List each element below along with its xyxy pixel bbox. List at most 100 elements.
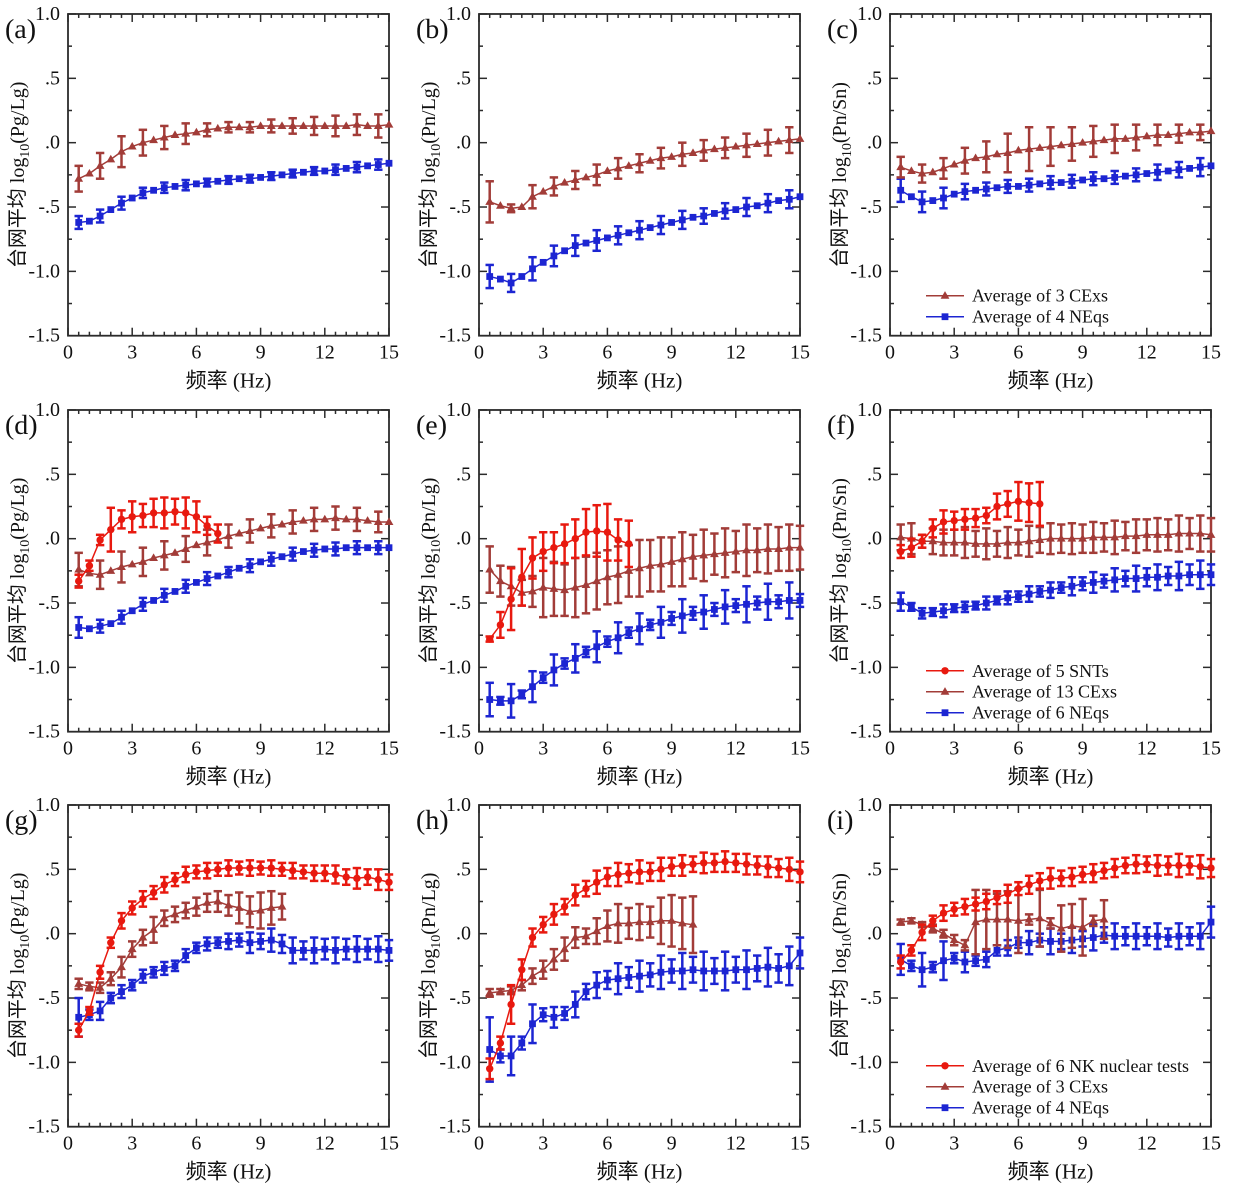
svg-text:(g): (g) xyxy=(5,805,38,836)
triangle-marker xyxy=(234,528,244,537)
square-marker xyxy=(1025,590,1033,598)
svg-text:-1.5: -1.5 xyxy=(439,1116,471,1138)
x-axis-label: 频率 (Hz) xyxy=(1008,369,1094,393)
square-marker xyxy=(300,168,307,176)
series-markers xyxy=(485,134,805,212)
square-marker xyxy=(321,167,329,175)
square-marker xyxy=(1068,177,1076,185)
axis-ticks xyxy=(478,13,801,337)
series-line xyxy=(900,573,1211,614)
error-bars xyxy=(896,852,1216,970)
svg-text:频率 (Hz): 频率 (Hz) xyxy=(1008,764,1094,788)
series-line xyxy=(78,162,390,224)
svg-text:9: 9 xyxy=(256,342,266,364)
axis-ticks xyxy=(478,804,801,1128)
svg-text:.5: .5 xyxy=(867,463,882,485)
y-axis-label: 台网平均 log10(Pn/Sn) xyxy=(828,82,855,267)
legend-item-NEqs: Average of 4 NEqs xyxy=(926,1098,1109,1118)
circle-marker xyxy=(1185,862,1194,870)
svg-text:.5: .5 xyxy=(456,463,471,485)
triangle-marker xyxy=(907,166,916,174)
square-marker xyxy=(582,239,590,247)
chart-g: 0 3 6 9 12 15 1.0 .5 .0 -.5 -1.0 -1.5 频率 (Hz) 台网平均 lo… xyxy=(5,794,399,1184)
panel-letter: (d) xyxy=(5,410,38,441)
square-marker xyxy=(486,695,494,703)
svg-text:.5: .5 xyxy=(45,859,60,881)
square-marker xyxy=(625,974,633,982)
square-marker xyxy=(214,572,222,580)
square-marker xyxy=(182,952,190,960)
square-marker xyxy=(1111,933,1119,940)
triangle-marker xyxy=(1067,921,1077,930)
circle-marker xyxy=(971,900,980,909)
triangle-marker xyxy=(699,550,709,559)
circle-marker xyxy=(918,929,926,937)
circle-marker xyxy=(214,865,222,874)
svg-text:6: 6 xyxy=(191,342,201,364)
svg-text:12: 12 xyxy=(315,342,335,364)
square-marker xyxy=(1143,933,1151,940)
series-NK xyxy=(74,859,394,1039)
triangle-marker xyxy=(940,1082,950,1091)
svg-text:15: 15 xyxy=(790,342,810,364)
triangle-marker xyxy=(1088,916,1098,925)
square-marker xyxy=(1196,933,1204,940)
triangle-marker xyxy=(624,919,634,927)
triangle-marker xyxy=(384,120,394,128)
svg-text:频率 (Hz): 频率 (Hz) xyxy=(597,764,683,788)
circle-marker xyxy=(929,917,937,925)
triangle-marker xyxy=(645,917,655,926)
triangle-marker xyxy=(960,537,970,546)
triangle-marker xyxy=(667,556,676,565)
series-markers xyxy=(74,120,394,182)
y-tick-labels: 1.0 .5 .0 -.5 -1.0 -1.5 xyxy=(850,399,882,743)
square-marker xyxy=(1057,179,1065,186)
square-marker xyxy=(1207,162,1215,170)
triangle-marker xyxy=(592,170,602,178)
triangle-marker xyxy=(613,919,623,927)
square-marker xyxy=(128,607,136,614)
circle-marker xyxy=(203,521,211,530)
triangle-marker xyxy=(592,576,602,584)
triangle-marker xyxy=(245,122,255,131)
square-marker xyxy=(732,206,740,213)
square-marker xyxy=(486,273,494,280)
triangle-marker xyxy=(774,136,783,145)
error-bars xyxy=(485,894,698,999)
square-marker xyxy=(278,552,286,560)
square-marker xyxy=(908,962,915,970)
square-marker xyxy=(235,564,243,572)
square-marker xyxy=(300,947,307,955)
square-marker xyxy=(225,938,232,946)
legend-label: Average of 3 CExs xyxy=(972,286,1108,306)
svg-text:9: 9 xyxy=(1078,342,1088,364)
circle-marker xyxy=(182,871,190,879)
square-marker xyxy=(897,597,905,605)
square-marker xyxy=(982,185,990,193)
legend-label: Average of 5 SNTs xyxy=(972,660,1109,680)
square-marker xyxy=(668,614,675,622)
svg-text:0: 0 xyxy=(63,342,73,364)
circle-marker xyxy=(518,966,526,974)
triangle-marker xyxy=(485,564,495,573)
panel-g: 0 3 6 9 12 15 1.0 .5 .0 -.5 -1.0 -1.5 频率 (Hz) 台网平均 lo… xyxy=(0,791,411,1187)
triangle-marker xyxy=(373,517,383,525)
square-marker xyxy=(961,188,969,195)
triangle-marker xyxy=(538,186,548,195)
triangle-marker xyxy=(720,143,730,151)
series-CExs xyxy=(485,125,805,224)
circle-marker xyxy=(1111,864,1119,873)
svg-text:15: 15 xyxy=(379,737,399,759)
square-marker xyxy=(689,213,697,221)
circle-marker xyxy=(982,898,990,906)
y-axis-label: 台网平均 log10(Pn/Sn) xyxy=(828,478,855,663)
square-marker xyxy=(1015,592,1022,600)
square-marker xyxy=(374,543,382,551)
circle-marker xyxy=(1078,871,1087,879)
svg-text:3: 3 xyxy=(127,737,137,759)
series-markers xyxy=(486,949,804,1060)
triangle-marker xyxy=(138,138,148,146)
triangle-marker xyxy=(1056,140,1066,149)
triangle-marker xyxy=(1099,135,1109,144)
square-marker xyxy=(1175,166,1183,174)
